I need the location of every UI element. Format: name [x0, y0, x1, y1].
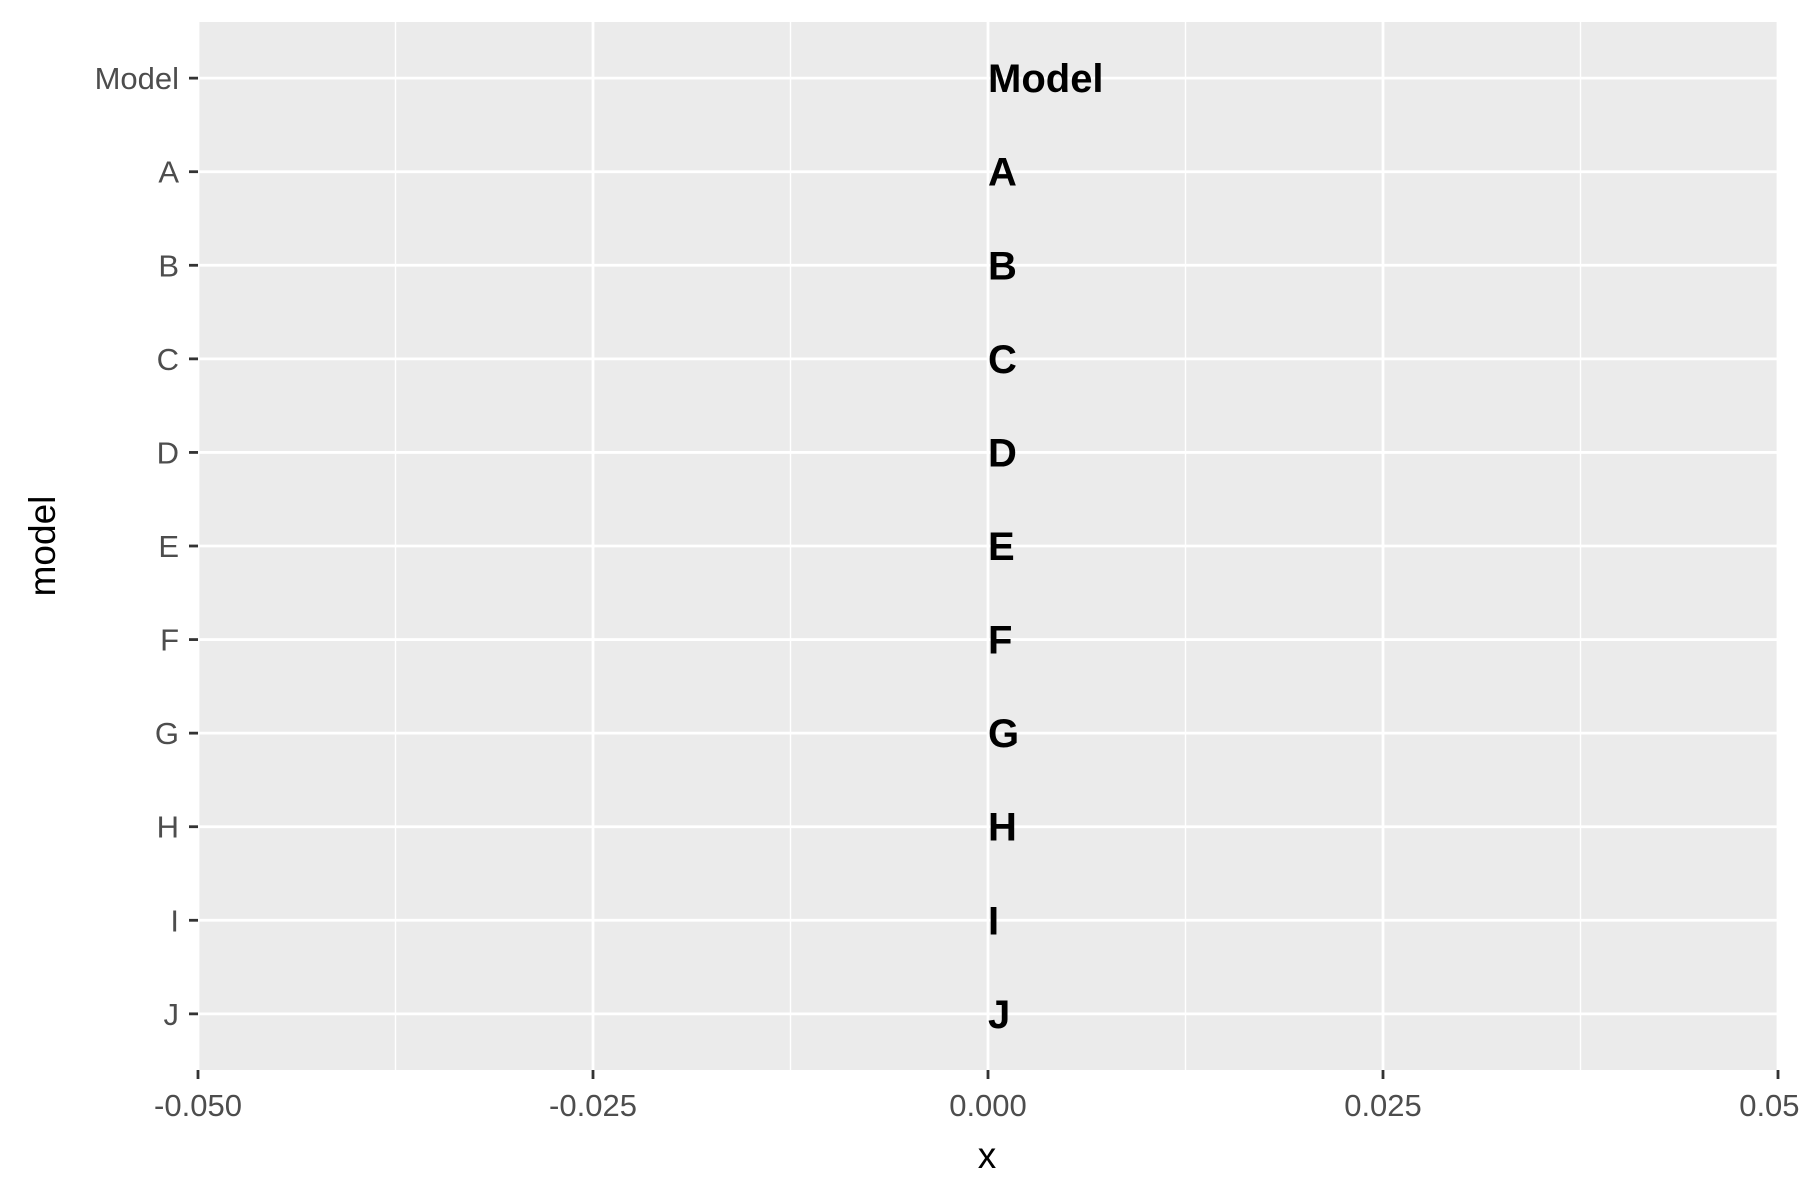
x-tick-label: 0.025	[1344, 1088, 1422, 1123]
data-label: Model	[988, 57, 1104, 101]
y-tick-label: Model	[95, 61, 179, 96]
y-tick-label: A	[158, 155, 179, 190]
x-tick-label: -0.050	[154, 1088, 242, 1123]
data-label: J	[988, 993, 1010, 1037]
x-tick-label: -0.025	[549, 1088, 637, 1123]
data-label: G	[988, 712, 1019, 756]
data-labels: Model A B C D E F G H I J	[988, 57, 1104, 1037]
y-tick-label: D	[157, 435, 179, 470]
data-label: C	[988, 338, 1017, 382]
grid-lines	[196, 22, 1780, 1070]
axis-ticks: -0.050 -0.025 0.000 0.025 0.050 Model A B C D E F G H…	[95, 61, 1800, 1123]
data-label: H	[988, 806, 1017, 850]
data-label: F	[988, 619, 1012, 663]
y-tick-label: I	[170, 903, 179, 938]
data-label: E	[988, 525, 1015, 569]
y-tick-label: C	[157, 342, 179, 377]
y-tick-label: H	[157, 810, 179, 845]
y-tick-label: E	[158, 529, 179, 564]
y-tick-label: B	[158, 248, 179, 283]
data-label: A	[988, 151, 1017, 195]
y-axis-title: model	[22, 496, 63, 597]
x-tick-label: 0.050	[1739, 1088, 1800, 1123]
data-label: B	[988, 244, 1017, 288]
data-label: D	[988, 431, 1017, 475]
y-tick-label: G	[155, 716, 179, 751]
y-tick-label: F	[160, 623, 179, 658]
data-label: I	[988, 899, 999, 943]
x-axis-title: x	[978, 1135, 997, 1176]
x-tick-label: 0.000	[949, 1088, 1027, 1123]
y-tick-label: J	[164, 997, 180, 1032]
